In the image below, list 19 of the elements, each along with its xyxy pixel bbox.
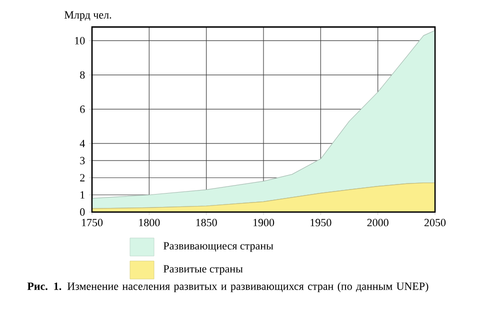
legend-label: Развивающиеся страны (164, 242, 274, 252)
x-tick-label: 1850 (196, 218, 217, 226)
y-tick-label: 2 (80, 174, 85, 182)
x-tick-label: 2050 (424, 218, 446, 226)
x-tick-label: 2000 (367, 218, 388, 226)
y-tick-label: 0 (80, 208, 85, 216)
x-tick-label: 1950 (310, 218, 332, 226)
y-tick-label: 6 (80, 106, 85, 113)
legend-label: Развитые страны (164, 265, 243, 275)
x-tick-label: 1750 (82, 218, 103, 226)
y-tick-label: 10 (75, 37, 85, 44)
y-tick-label: 8 (80, 71, 85, 79)
text: Рис. 1. Изменение населения развитых и развивающихся стран (по данным UNEP) (27, 282, 428, 292)
y-tick-label: 3 (80, 156, 85, 164)
y-tick-label: 1 (80, 191, 84, 198)
y-axis-title: Млрд чел. (64, 11, 112, 21)
y-tick-label: 4 (80, 140, 85, 148)
x-tick-label: 1800 (139, 218, 160, 226)
x-tick-label: 1900 (253, 218, 274, 226)
